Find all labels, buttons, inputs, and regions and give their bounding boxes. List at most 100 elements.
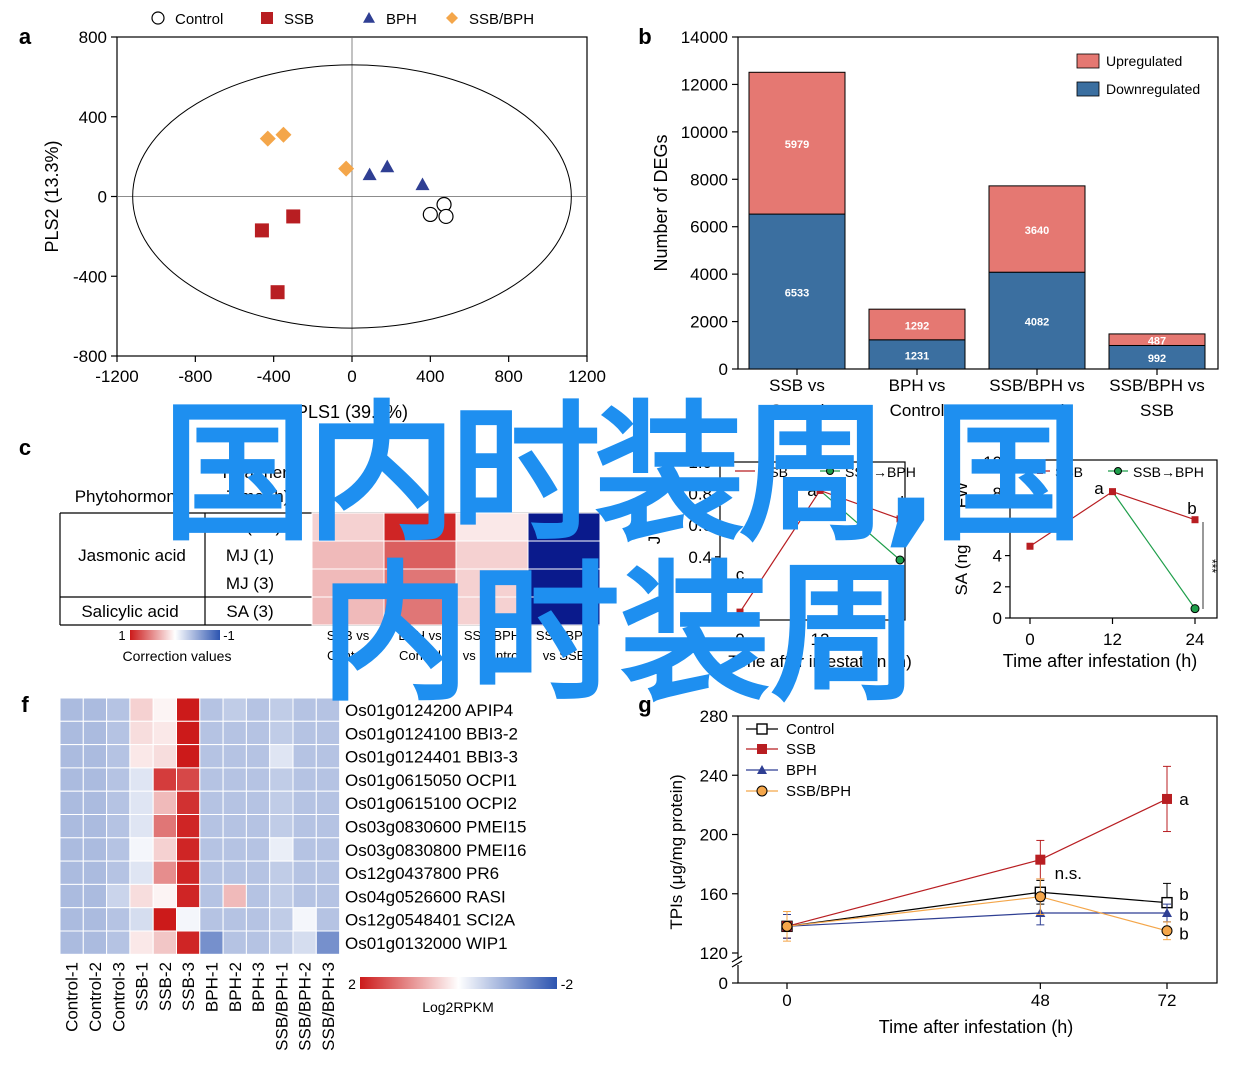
- b-legend-swatch-up: [1076, 53, 1100, 69]
- a-point-ssb: [286, 209, 301, 224]
- f-heat-cell: [269, 697, 294, 722]
- c-header-time: Time (h): [227, 487, 290, 506]
- f-heat-cell: [82, 907, 108, 932]
- e-y-tick-label: 6: [993, 515, 1002, 534]
- c-heat-cell: [455, 512, 529, 542]
- f-heat-cell: [292, 720, 317, 746]
- c-heat-cell: [527, 512, 601, 542]
- f-heat-cell: [245, 720, 271, 746]
- f-scale-min: -2: [561, 976, 574, 992]
- a-y-tick-label: 400: [79, 108, 107, 127]
- f-heat-cell: [59, 883, 84, 909]
- f-heat-cell: [292, 883, 317, 909]
- f-heat-cell: [292, 767, 317, 792]
- f-col-label: BPH-2: [226, 962, 245, 1012]
- f-heat-cell: [129, 860, 154, 885]
- f-row-label: Os01g0124100 BBI3-2: [345, 724, 518, 743]
- c-heat-cell: [527, 596, 601, 626]
- f-row-label: Os03g0830800 PMEI16: [345, 841, 526, 860]
- b-x-tick-label: Control: [1010, 401, 1065, 420]
- b-x-tick-label: BPH vs: [889, 376, 946, 395]
- f-heat-cell: [106, 930, 131, 955]
- b-bar-value-label: 487: [1148, 336, 1166, 348]
- f-heat-cell: [152, 697, 177, 722]
- f-heat-cell: [199, 697, 224, 722]
- f-heat-cell: [222, 720, 247, 746]
- f-heat-cell: [315, 744, 341, 769]
- b-bar-value-label: 6533: [785, 288, 809, 300]
- f-heat-cell: [82, 767, 108, 792]
- a-confidence-ellipse: [132, 64, 572, 329]
- b-bar-upregulated: [868, 308, 966, 341]
- c-scale-min: -1: [223, 628, 235, 643]
- b-x-tick-label: SSB/BPH vs: [989, 376, 1084, 395]
- g-axis-break-mark: [731, 960, 743, 968]
- b-y-tick-label: 12000: [681, 75, 728, 94]
- g-point: [1162, 793, 1172, 804]
- f-row-label: Os01g0615050 OCPI1: [345, 771, 517, 790]
- panel-label-c: c: [19, 435, 31, 460]
- f-heat-cell: [129, 907, 154, 932]
- f-row-label: Os01g0132000 WIP1: [345, 934, 508, 953]
- f-heat-cell: [176, 744, 201, 769]
- g-annotation: b: [1179, 885, 1188, 904]
- f-heat-cell: [269, 883, 294, 909]
- f-heat-cell: [222, 790, 247, 816]
- g-legend-marker: [757, 744, 767, 754]
- b-y-tick-label: 8000: [690, 170, 728, 189]
- c-heat-cell: [455, 568, 529, 598]
- f-heat-cell: [199, 767, 224, 792]
- f-heat-cell: [245, 697, 271, 722]
- a-legend-marker: [363, 12, 375, 23]
- f-heat-cell: [152, 930, 177, 955]
- f-col-label: SSB-1: [133, 962, 152, 1011]
- c-heat-cell: [455, 540, 529, 570]
- e-y-tick-label: 8: [993, 484, 1002, 503]
- d-y-tick-label: 0.4: [688, 548, 712, 567]
- c-heat-cell: [311, 512, 385, 542]
- panel-label-a: a: [19, 24, 32, 49]
- f-heat-cell: [82, 790, 108, 816]
- g-point: [1161, 925, 1173, 937]
- c-heat-cell: [383, 512, 457, 542]
- f-heat-cell: [222, 744, 247, 769]
- c-col-label: SSB/BPH: [536, 628, 592, 643]
- a-legend-label: SSB/BPH: [469, 11, 534, 28]
- b-x-tick-label: SSB/BPH vs: [1109, 376, 1204, 395]
- f-heat-cell: [315, 860, 341, 885]
- g-y-tick-label: 120: [700, 944, 728, 963]
- f-row-label: Os03g0830600 PMEI15: [345, 818, 526, 837]
- f-heat-cell: [176, 907, 201, 932]
- e-point-ssb: [1109, 488, 1116, 496]
- f-row-label: Os12g0437800 PR6: [345, 864, 499, 883]
- g-legend-label: SSB/BPH: [786, 783, 851, 800]
- f-heat-cell: [315, 767, 341, 792]
- f-heat-cell: [245, 814, 271, 839]
- f-heat-cell: [176, 720, 201, 746]
- panel-label-f: f: [21, 692, 29, 717]
- a-x-tick-label: -1200: [95, 367, 138, 386]
- f-heat-cell: [106, 860, 131, 885]
- f-heat-cell: [292, 930, 317, 955]
- b-bar-value-label: 1231: [905, 350, 929, 362]
- f-heat-cell: [106, 883, 131, 909]
- f-col-label: Control-3: [109, 962, 128, 1032]
- f-heat-cell: [245, 860, 271, 885]
- f-heat-cell: [269, 837, 294, 862]
- a-legend-label: BPH: [386, 11, 417, 28]
- b-bar-downregulated: [988, 271, 1086, 370]
- d-y-tick-label: 0.6: [688, 516, 712, 535]
- b-x-tick-label: Control: [890, 401, 945, 420]
- a-point-control: [438, 208, 454, 225]
- b-bar-value-label: 4082: [1025, 317, 1049, 329]
- d-x-tick-label: 12: [811, 630, 830, 649]
- c-scale-bar: [130, 630, 220, 640]
- b-bar-value-label: 3640: [1025, 225, 1049, 237]
- f-heat-cell: [129, 837, 154, 862]
- f-heat-cell: [152, 907, 177, 932]
- f-heat-cell: [222, 930, 247, 955]
- f-heat-cell: [269, 930, 294, 955]
- c-group-label: Salicylic acid: [81, 602, 178, 621]
- c-col-label: vs SSB: [543, 648, 586, 663]
- a-x-tick-label: -400: [257, 367, 291, 386]
